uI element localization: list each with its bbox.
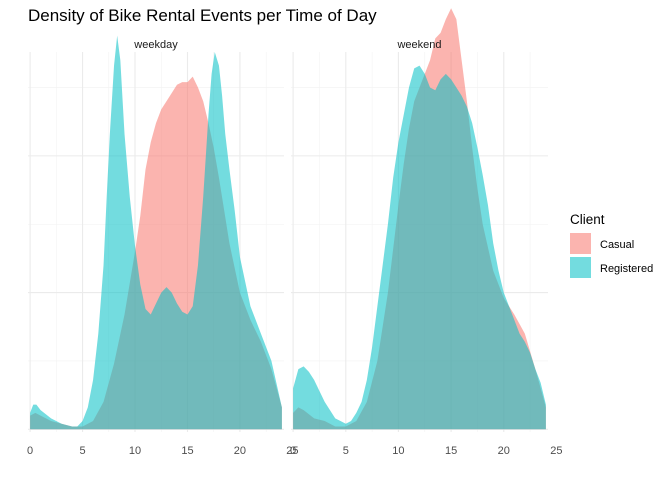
x-tick-label: 15 bbox=[445, 445, 457, 457]
legend-label-registered: Registered bbox=[600, 263, 653, 275]
x-tick-label: 5 bbox=[79, 445, 85, 457]
x-tick-label: 20 bbox=[234, 445, 246, 457]
facets: weekday 0 5 10 15 20 25 weekend 0 5 10 15 20 25 bbox=[27, 8, 563, 457]
density-area-weekday-registered bbox=[30, 35, 282, 430]
facet-weekday: weekday 0 5 10 15 20 25 bbox=[27, 35, 299, 457]
facet-weekend: weekend 0 5 10 15 20 25 bbox=[290, 8, 563, 457]
x-tick-label: 0 bbox=[290, 445, 296, 457]
x-tick-label: 10 bbox=[129, 445, 141, 457]
x-tick-label: 25 bbox=[286, 445, 298, 457]
legend-title: Client bbox=[570, 212, 605, 227]
x-tick-label: 10 bbox=[392, 445, 404, 457]
x-tick-label: 5 bbox=[343, 445, 349, 457]
legend: Client Casual Registered bbox=[570, 212, 653, 278]
legend-label-casual: Casual bbox=[600, 239, 634, 251]
facet-label-weekday: weekday bbox=[133, 39, 178, 51]
facet-label-weekend: weekend bbox=[396, 39, 441, 51]
legend-swatch-casual bbox=[570, 233, 591, 254]
x-tick-label: 25 bbox=[550, 445, 562, 457]
legend-swatch-registered bbox=[570, 257, 591, 278]
x-tick-label: 20 bbox=[498, 445, 510, 457]
chart-title: Density of Bike Rental Events per Time o… bbox=[28, 6, 377, 25]
x-tick-label: 0 bbox=[27, 445, 33, 457]
density-area-weekend-registered bbox=[293, 65, 546, 430]
x-tick-label: 15 bbox=[181, 445, 193, 457]
